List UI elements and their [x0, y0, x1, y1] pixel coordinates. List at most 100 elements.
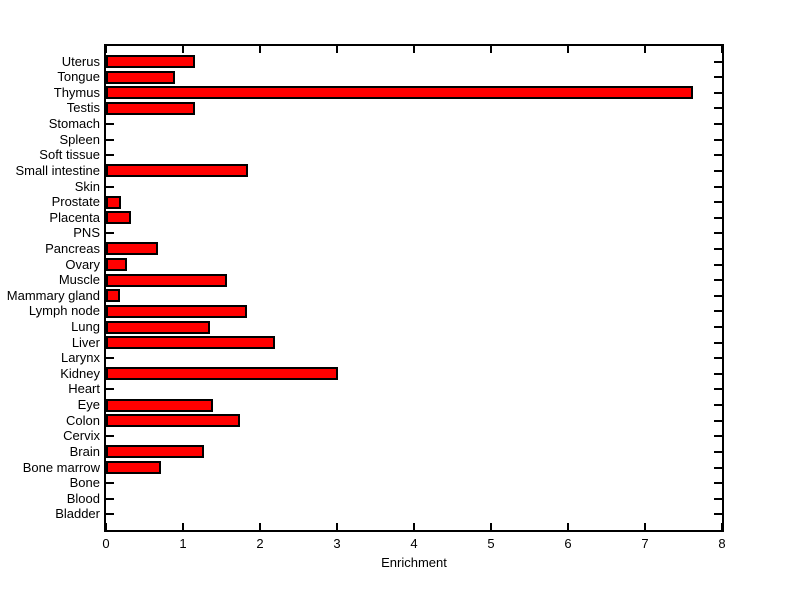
y-tick-label-uterus: Uterus — [61, 53, 100, 69]
bar-brain — [106, 445, 204, 459]
y-tick-label-blood: Blood — [66, 490, 100, 506]
y-tick-right — [714, 232, 722, 235]
x-tick-label-6: 6 — [564, 536, 572, 551]
x-tick-bottom — [567, 523, 569, 530]
bar-prostate — [106, 195, 122, 209]
x-tick-label-7: 7 — [641, 536, 649, 551]
y-tick-label-thymus: Thymus — [53, 84, 100, 100]
y-tick-label-spleen: Spleen — [59, 131, 100, 147]
y-tick-right — [714, 388, 722, 391]
y-tick-label-muscle: Muscle — [58, 272, 100, 288]
y-tick-right — [714, 326, 722, 329]
y-tick-right — [714, 404, 722, 407]
y-tick-right — [714, 216, 722, 219]
y-tick-left — [106, 513, 114, 516]
x-tick-top — [644, 46, 646, 53]
bar-bone-marrow — [106, 461, 162, 475]
bar-kidney — [106, 367, 338, 381]
y-tick-right — [714, 201, 722, 204]
x-tick-top — [413, 46, 415, 53]
y-tick-label-bone: Bone — [69, 475, 100, 491]
bar-testis — [106, 101, 195, 115]
y-tick-left — [106, 232, 114, 235]
y-tick-right — [714, 91, 722, 94]
y-tick-right — [714, 169, 722, 172]
y-tick-left — [106, 185, 114, 188]
bar-uterus — [106, 55, 195, 69]
bar-ovary — [106, 258, 127, 272]
x-tick-top — [490, 46, 492, 53]
bar-lymph-node — [106, 304, 247, 318]
y-tick-left — [106, 154, 114, 157]
x-tick-bottom — [336, 523, 338, 530]
y-tick-right — [714, 279, 722, 282]
x-tick-top — [336, 46, 338, 53]
y-tick-left — [106, 388, 114, 391]
y-tick-label-lymph-node: Lymph node — [28, 303, 100, 319]
bar-colon — [106, 414, 240, 428]
y-tick-right — [714, 76, 722, 79]
y-tick-label-mammary-gland: Mammary gland — [6, 287, 100, 303]
x-tick-bottom — [490, 523, 492, 530]
bar-mammary-gland — [106, 289, 120, 303]
y-tick-label-lung: Lung — [71, 319, 100, 335]
y-tick-right — [714, 263, 722, 266]
y-tick-right — [714, 341, 722, 344]
x-tick-label-5: 5 — [487, 536, 495, 551]
x-tick-top — [567, 46, 569, 53]
y-tick-right — [714, 419, 722, 422]
y-tick-label-skin: Skin — [74, 178, 100, 194]
y-tick-right — [714, 154, 722, 157]
y-tick-label-bladder: Bladder — [55, 506, 100, 522]
x-tick-top — [721, 46, 723, 53]
x-tick-label-1: 1 — [179, 536, 187, 551]
y-tick-label-larynx: Larynx — [60, 350, 100, 366]
y-tick-right — [714, 60, 722, 63]
x-tick-bottom — [259, 523, 261, 530]
y-tick-right — [714, 247, 722, 250]
y-tick-right — [714, 123, 722, 126]
x-tick-bottom — [182, 523, 184, 530]
y-tick-label-pancreas: Pancreas — [45, 240, 100, 256]
y-tick-left — [106, 435, 114, 438]
bar-muscle — [106, 273, 227, 287]
y-tick-label-heart: Heart — [68, 381, 100, 397]
y-tick-label-tongue: Tongue — [57, 69, 100, 85]
y-tick-left — [106, 357, 114, 360]
y-tick-label-kidney: Kidney — [60, 365, 100, 381]
x-tick-label-8: 8 — [718, 536, 726, 551]
y-tick-label-placenta: Placenta — [49, 209, 100, 225]
x-tick-top — [105, 46, 107, 53]
y-tick-label-prostate: Prostate — [51, 194, 100, 210]
y-tick-right — [714, 482, 722, 485]
y-tick-left — [106, 123, 114, 126]
y-tick-label-stomach: Stomach — [48, 116, 100, 132]
bar-small-intestine — [106, 164, 249, 178]
x-tick-label-0: 0 — [102, 536, 110, 551]
bar-liver — [106, 336, 275, 350]
y-tick-right — [714, 357, 722, 360]
y-tick-label-bone-marrow: Bone marrow — [22, 459, 100, 475]
plot-area — [104, 44, 724, 532]
y-tick-right — [714, 513, 722, 516]
y-tick-right — [714, 372, 722, 375]
y-tick-left — [106, 138, 114, 141]
x-tick-bottom — [721, 523, 723, 530]
y-tick-label-brain: Brain — [69, 443, 100, 459]
y-tick-label-pns: PNS — [73, 225, 100, 241]
y-tick-label-liver: Liver — [71, 334, 100, 350]
y-tick-right — [714, 294, 722, 297]
bar-pancreas — [106, 242, 158, 256]
y-tick-label-small-intestine: Small intestine — [15, 162, 100, 178]
y-tick-right — [714, 107, 722, 110]
bar-thymus — [106, 86, 693, 100]
y-tick-right — [714, 450, 722, 453]
y-tick-label-soft-tissue: Soft tissue — [39, 147, 100, 163]
x-tick-bottom — [413, 523, 415, 530]
y-tick-label-eye: Eye — [77, 397, 100, 413]
x-tick-top — [259, 46, 261, 53]
x-axis-title: Enrichment — [381, 555, 447, 570]
y-tick-label-ovary: Ovary — [65, 256, 100, 272]
y-tick-right — [714, 497, 722, 500]
